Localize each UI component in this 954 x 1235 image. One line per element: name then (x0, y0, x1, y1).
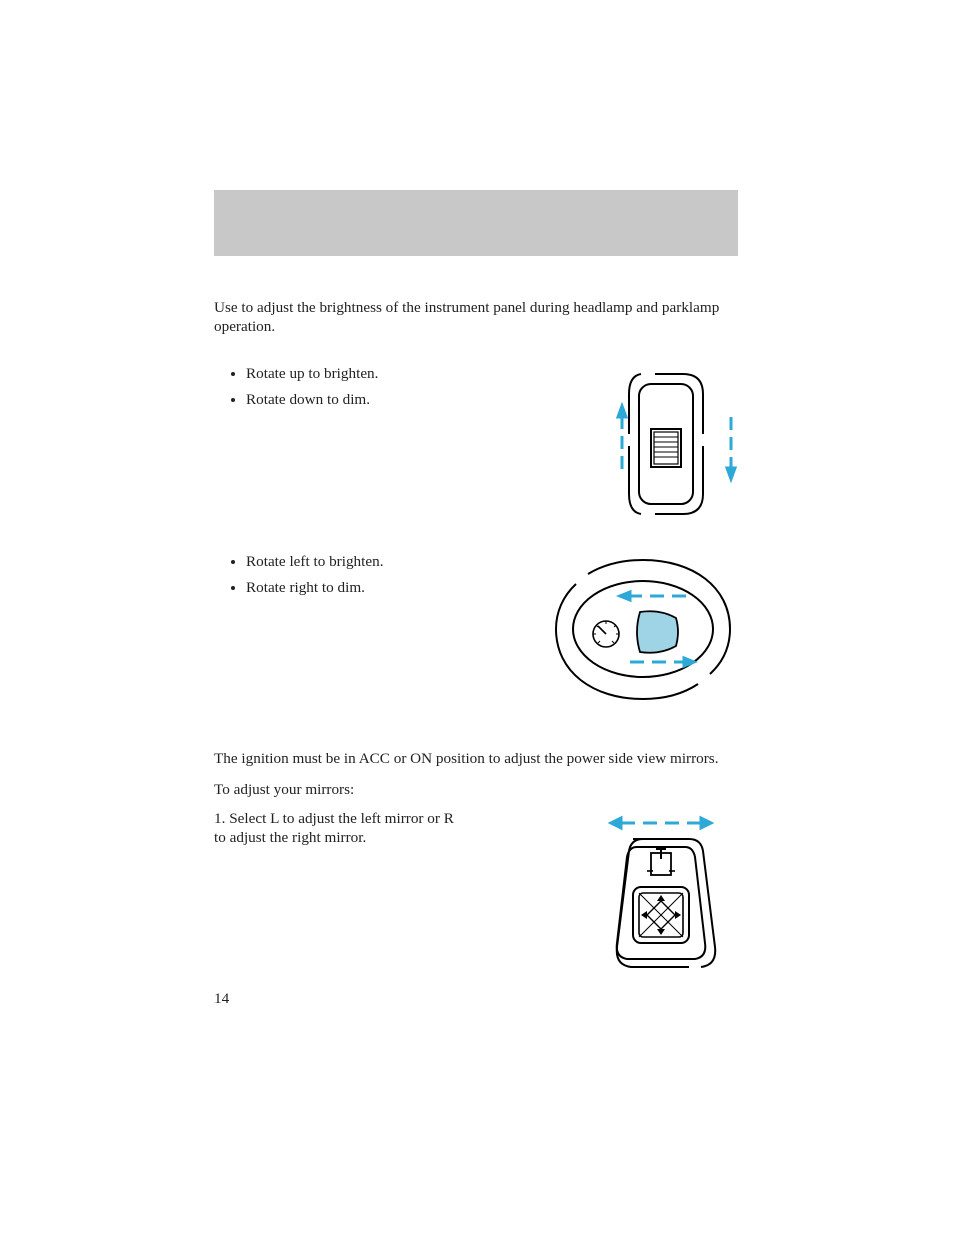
thumbwheel-text: Rotate up to brighten. Rotate down to di… (214, 364, 504, 416)
bullet-rotate-left: Rotate left to brighten. (246, 552, 504, 571)
mirrors-note: The ignition must be in ACC or ON positi… (214, 749, 738, 768)
section-mirror-adjust: 1. Select L to adjust the left mirror or… (214, 809, 738, 984)
bullet-rotate-up: Rotate up to brighten. (246, 364, 504, 383)
page: Use to adjust the brightness of the inst… (0, 0, 954, 1235)
mirror-step-1: 1. Select L to adjust the left mirror or… (214, 809, 464, 847)
section-brightness-rotary: Rotate left to brighten. Rotate right to… (214, 552, 738, 707)
rotary-figure-col (504, 552, 738, 707)
rotary-text: Rotate left to brighten. Rotate right to… (214, 552, 504, 604)
mirror-step-text: 1. Select L to adjust the left mirror or… (214, 809, 464, 847)
page-number: 14 (214, 990, 229, 1008)
section-header-bar (214, 190, 738, 256)
bullet-rotate-down: Rotate down to dim. (246, 390, 504, 409)
thumbwheel-diagram-icon (613, 364, 738, 524)
rotary-knob-diagram-icon (548, 552, 738, 707)
thumbwheel-figure-col (504, 364, 738, 524)
intro-paragraph: Use to adjust the brightness of the inst… (214, 298, 738, 336)
mirror-switch-diagram-icon (593, 809, 738, 984)
section-brightness-thumbwheel: Rotate up to brighten. Rotate down to di… (214, 364, 738, 524)
mirrors-lead: To adjust your mirrors: (214, 780, 738, 799)
bullet-rotate-right: Rotate right to dim. (246, 578, 504, 597)
page-content: Use to adjust the brightness of the inst… (214, 298, 738, 1012)
mirror-figure-col (464, 809, 738, 984)
